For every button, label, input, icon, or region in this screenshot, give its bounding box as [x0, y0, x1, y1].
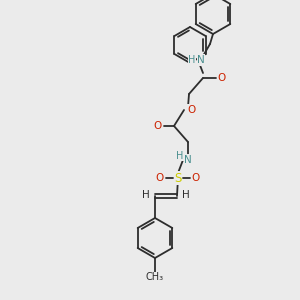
Text: O: O [156, 173, 164, 183]
Text: O: O [218, 73, 226, 83]
Text: O: O [153, 121, 161, 131]
Text: H: H [176, 151, 184, 161]
Text: N: N [184, 155, 192, 165]
Text: CH₃: CH₃ [146, 272, 164, 282]
Text: H: H [188, 55, 196, 65]
Text: N: N [197, 55, 205, 65]
Text: O: O [187, 105, 195, 115]
Text: O: O [192, 173, 200, 183]
Text: S: S [174, 172, 182, 184]
Text: H: H [182, 190, 190, 200]
Text: H: H [142, 190, 150, 200]
